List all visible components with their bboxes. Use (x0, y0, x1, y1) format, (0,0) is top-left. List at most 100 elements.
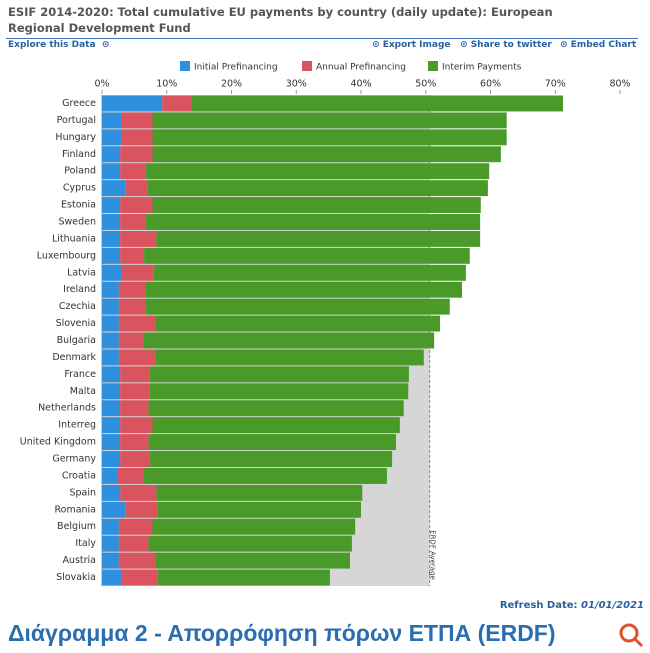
bar-segment (102, 552, 119, 569)
x-tick-label: 40% (350, 79, 371, 90)
bar-segment (102, 197, 121, 214)
bar-segment (120, 417, 153, 434)
bar-segment (120, 146, 153, 163)
y-tick-label: France (64, 369, 96, 380)
y-tick-label: Czechia (59, 301, 96, 312)
bar-segment (152, 417, 400, 434)
link[interactable]: Explore this Data ⊙ (8, 40, 110, 50)
reference-label: ERDF Average (429, 530, 437, 580)
bar-segment (121, 569, 158, 586)
bar-segment (102, 247, 121, 264)
bar-segment (120, 451, 150, 467)
y-tick-label: Slovakia (56, 572, 96, 583)
y-tick-label: Denmark (52, 352, 96, 363)
y-tick-label: Finland (62, 149, 96, 160)
y-tick-label: Bulgaria (57, 335, 96, 346)
refresh-date: 01/01/2021 (581, 600, 644, 611)
legend-swatch (180, 61, 190, 71)
bar-segment (102, 281, 119, 298)
bar-segment (102, 451, 121, 467)
caption: Διάγραμμα 2 - Απορρόφηση πόρων ΕΤΠΑ (ERD… (8, 620, 556, 646)
bar-segment (102, 95, 163, 112)
bar-segment (156, 484, 363, 501)
y-tick-label: Germany (52, 454, 96, 465)
bar-segment (155, 315, 440, 332)
bar-segment (102, 366, 121, 383)
bar-segment (102, 112, 122, 129)
rule (6, 38, 638, 39)
y-tick-label: Austria (62, 555, 96, 566)
bar-segment (125, 501, 158, 518)
bar-segment (152, 112, 507, 129)
link[interactable]: ⊙ Embed Chart (560, 40, 637, 50)
link-text[interactable]: Explore this Data (8, 40, 96, 50)
bar-segment (120, 434, 149, 451)
bar-segment (120, 366, 150, 383)
bar-segment (121, 264, 154, 281)
y-tick-label: Estonia (61, 200, 96, 211)
bar-segment (102, 383, 121, 400)
bar-segment (120, 163, 147, 180)
title: ESIF 2014-2020: Total cumulative EU paym… (8, 5, 553, 35)
link-text[interactable]: Share to twitter (470, 40, 552, 50)
bar-segment (118, 552, 156, 569)
bar-segment (102, 298, 119, 315)
bar-segment (149, 366, 409, 383)
y-tick-label: Greece (62, 98, 96, 109)
bar-segment (148, 400, 404, 417)
y-tick-label: Netherlands (38, 403, 96, 414)
link-text[interactable]: Export Image (382, 40, 451, 50)
link-text[interactable]: Embed Chart (570, 40, 637, 50)
bar-segment (146, 214, 481, 230)
bar-segment (118, 332, 144, 349)
bar-segment (102, 417, 121, 434)
y-tick-label: Hungary (55, 132, 96, 143)
x-tick-label: 60% (480, 79, 501, 90)
bar-segment (117, 467, 144, 484)
bar-segment (152, 197, 481, 214)
link[interactable]: ⊙ Export Image (372, 40, 451, 50)
bar-segment (120, 247, 145, 264)
bar-segment (125, 180, 148, 197)
bar-segment (120, 214, 147, 230)
y-tick-label: Portugal (57, 115, 96, 126)
bar-segment (120, 230, 157, 247)
bar-segment (102, 569, 122, 586)
bar-segment (146, 281, 463, 298)
x-tick-label: 30% (286, 79, 307, 90)
bar-segment (120, 484, 157, 501)
bar-segment (118, 518, 153, 535)
link[interactable]: ⊙ Share to twitter (460, 40, 552, 50)
bar-segment (152, 129, 507, 146)
y-tick-label: Belgium (57, 521, 96, 532)
y-tick-label: Malta (70, 386, 96, 397)
bar-segment (102, 518, 119, 535)
bar-segment (102, 129, 122, 146)
bar-segment (143, 467, 387, 484)
bar-segment (152, 146, 501, 163)
bar-segment (118, 315, 156, 332)
bar-segment (120, 400, 149, 417)
bar-segment (152, 518, 356, 535)
y-tick-label: Croatia (62, 470, 96, 481)
bar-segment (102, 400, 121, 417)
bar-segment (148, 535, 352, 552)
bar-segment (146, 298, 450, 315)
y-tick-label: United Kingdom (20, 437, 96, 448)
refresh-label: Refresh Date: (499, 600, 578, 611)
y-tick-label: Sweden (58, 216, 96, 227)
bar-segment (102, 180, 126, 197)
bar-segment (144, 247, 470, 264)
y-tick-label: Spain (69, 487, 96, 498)
legend-label: Interim Payments (442, 63, 522, 73)
legend-swatch (428, 61, 438, 71)
y-tick-label: Italy (75, 538, 96, 549)
bar-segment (118, 281, 147, 298)
y-tick-label: Romania (54, 504, 96, 515)
bar-segment (156, 230, 481, 247)
bar-segment (102, 230, 121, 247)
bar-segment (102, 349, 119, 366)
bar-segment (120, 383, 150, 400)
bar-segment (102, 264, 122, 281)
